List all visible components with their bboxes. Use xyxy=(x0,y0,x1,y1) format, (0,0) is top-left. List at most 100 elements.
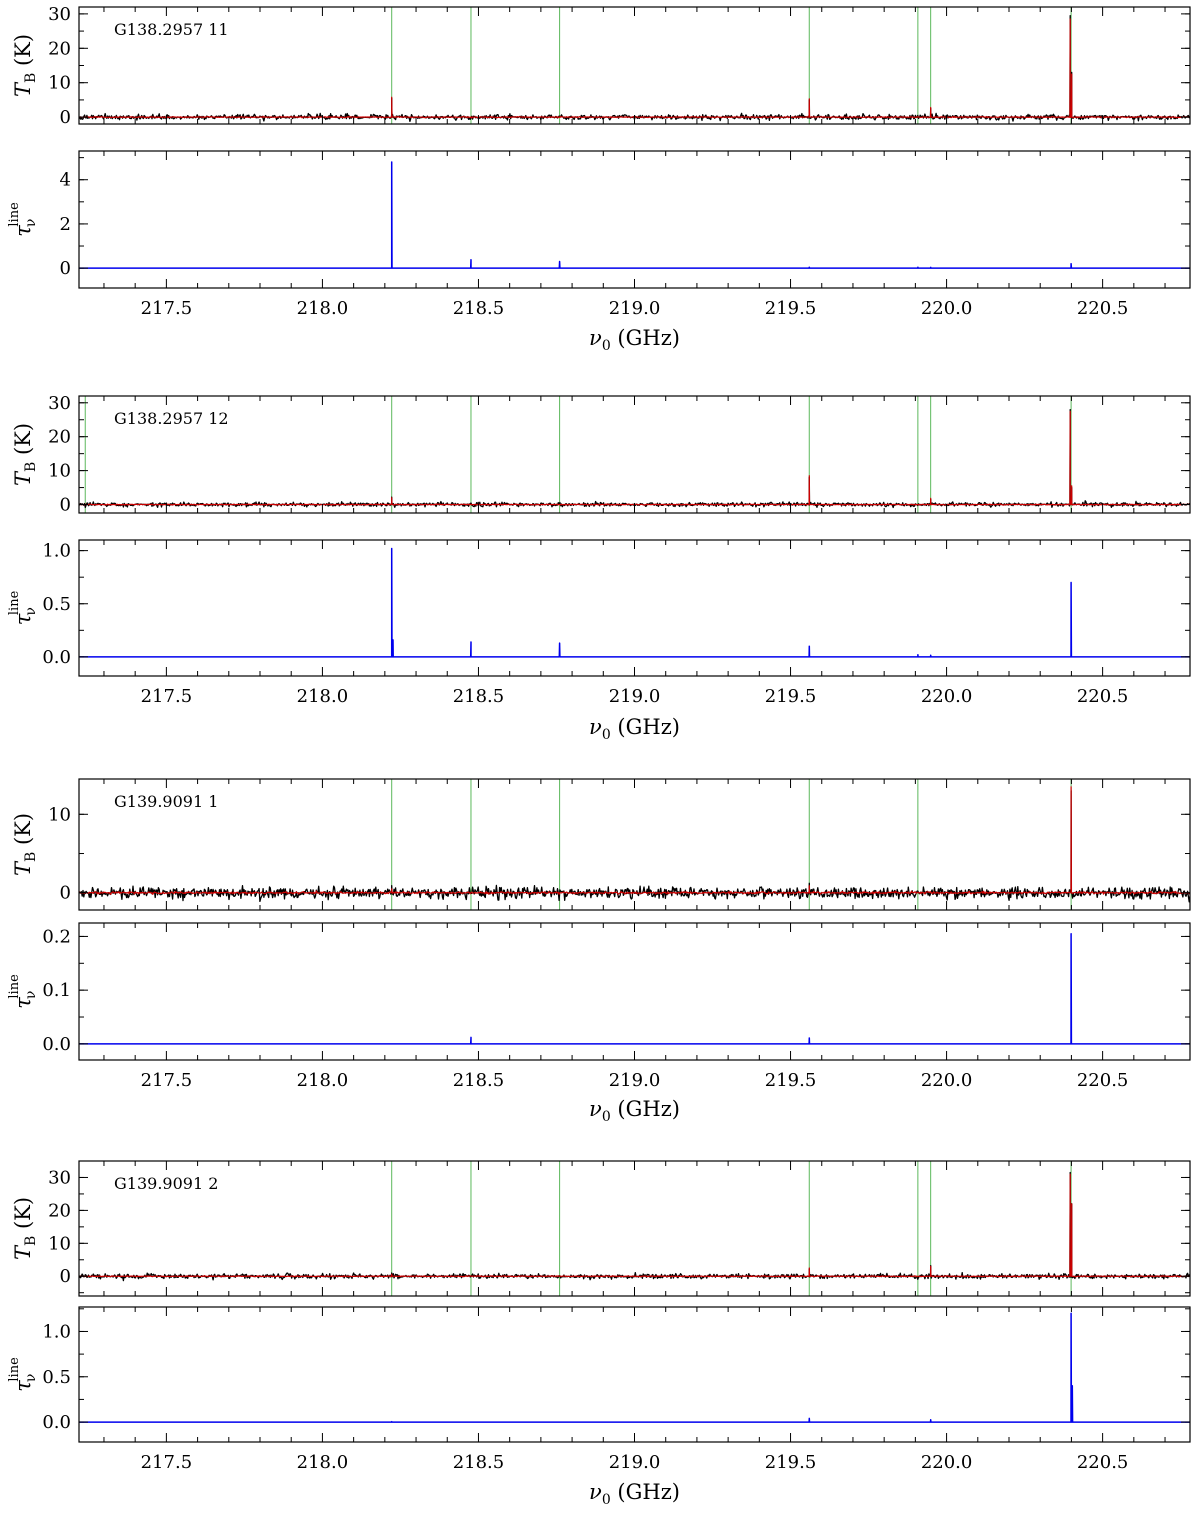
label-main: ν xyxy=(589,326,602,350)
series-line-tau xyxy=(79,547,1190,658)
label-sub: 0 xyxy=(602,338,611,354)
brightness-axis-label: TB (K) xyxy=(11,34,39,97)
axes-frame xyxy=(78,539,1191,677)
x-axis-label: ν0 (GHz) xyxy=(589,1480,680,1508)
plot-area xyxy=(79,1161,1190,1296)
plot-area xyxy=(79,779,1190,910)
x-tick-label: 220.5 xyxy=(1077,298,1129,319)
label-sub: ν xyxy=(23,219,39,228)
opacity-axis-label: τνline xyxy=(7,202,39,237)
y-tick-label: 30 xyxy=(48,4,71,25)
label-sup: line xyxy=(7,590,22,615)
label-main: τ xyxy=(11,997,35,1009)
y-tick-label: 10 xyxy=(48,804,71,825)
x-tick-label: 217.5 xyxy=(141,1070,193,1091)
y-tick-label: 2 xyxy=(60,214,71,235)
label-sub: B xyxy=(23,462,39,472)
brightness-panel: 0 10 TB (K) G139.9091 1 xyxy=(11,778,1191,911)
series-line-tau xyxy=(79,161,1190,269)
brightness-panel: 0 10 20 30 TB (K) G138.2957 12 xyxy=(11,393,1191,516)
x-tick-label: 218.5 xyxy=(453,298,505,319)
brightness-panel: 0 10 20 30 TB (K) G139.9091 2 xyxy=(11,1160,1191,1297)
panel-title: G138.2957 11 xyxy=(114,20,229,39)
x-tick-label: 218.5 xyxy=(453,1452,505,1473)
axes-frame xyxy=(78,922,1191,1061)
x-tick-label: 219.0 xyxy=(609,1070,661,1091)
y-tick-label: 0.5 xyxy=(42,1367,71,1388)
opacity-panel: 0.0 0.5 1.0 τνline 217.5 218.0 218.5 219.0 219.5… xyxy=(7,539,1191,707)
x-tick-label: 220.5 xyxy=(1077,686,1129,707)
y-tick-label: 0 xyxy=(60,883,71,904)
y-tick-label: 0.1 xyxy=(42,980,71,1001)
label-sub: B xyxy=(23,73,39,83)
label-sup: line xyxy=(7,202,22,227)
opacity-axis-label: τνline xyxy=(7,974,39,1009)
x-axis-label: ν0 (GHz) xyxy=(589,326,680,354)
plot-area xyxy=(79,1312,1190,1423)
series-line-observed xyxy=(79,14,1190,123)
label-main: ν xyxy=(589,715,602,739)
x-tick-label: 218.0 xyxy=(297,298,349,319)
series-line-observed xyxy=(79,408,1190,509)
label-unit: (K) xyxy=(11,813,35,852)
brightness-axis-label: TB (K) xyxy=(11,1197,39,1260)
plot-area xyxy=(79,161,1190,269)
opacity-axis-label: τνline xyxy=(7,1357,39,1392)
y-tick-label: 0.2 xyxy=(42,926,71,947)
label-main: T xyxy=(11,1244,35,1260)
label-sup: line xyxy=(7,1357,22,1382)
opacity-panel: 0 2 4 τνline 217.5 218.0 218.5 219.0 219.5 220.0 2… xyxy=(7,150,1191,319)
x-tick-label: 218.5 xyxy=(453,686,505,707)
brightness-axis-label: TB (K) xyxy=(11,423,39,486)
y-tick-label: 1.0 xyxy=(42,541,71,562)
opacity-panel: 0.0 0.1 0.2 τνline 217.5 218.0 218.5 219.0 219.5… xyxy=(7,922,1191,1091)
y-tick-label: 30 xyxy=(48,393,71,414)
x-axis-label: ν0 (GHz) xyxy=(589,1097,680,1125)
series-line-model xyxy=(79,1173,1190,1278)
x-tick-label: 219.5 xyxy=(765,686,817,707)
y-tick-label: 0 xyxy=(60,1266,71,1287)
label-unit: (K) xyxy=(11,423,35,462)
y-tick-label: 1.0 xyxy=(42,1321,71,1342)
series-line-model xyxy=(79,410,1190,506)
series-line-observed xyxy=(79,1171,1190,1282)
y-tick-label: 20 xyxy=(48,1200,71,1221)
y-tick-label: 10 xyxy=(48,1233,71,1254)
x-axis-label: ν0 (GHz) xyxy=(589,715,680,743)
label-sub: 0 xyxy=(602,1109,611,1125)
label-sup: line xyxy=(7,974,22,999)
panel-title: G139.9091 1 xyxy=(114,792,218,811)
x-tick-label: 217.5 xyxy=(141,298,193,319)
label-unit: (GHz) xyxy=(611,1097,680,1121)
x-tick-label: 219.0 xyxy=(609,1452,661,1473)
y-tick-label: 0.0 xyxy=(42,1412,71,1433)
brightness-panel: 0 10 20 30 TB (K) G138.2957 11 xyxy=(11,4,1191,128)
x-tick-label: 220.0 xyxy=(921,298,973,319)
label-main: T xyxy=(11,860,35,876)
label-sub: 0 xyxy=(602,727,611,743)
x-tick-label: 220.0 xyxy=(921,686,973,707)
plot-area xyxy=(79,396,1190,513)
label-unit: (GHz) xyxy=(611,715,680,739)
y-tick-label: 0 xyxy=(60,107,71,128)
y-tick-label: 20 xyxy=(48,427,71,448)
x-tick-label: 220.0 xyxy=(921,1452,973,1473)
label-sub: B xyxy=(23,852,39,862)
x-tick-label: 218.0 xyxy=(297,1452,349,1473)
x-tick-label: 220.0 xyxy=(921,1070,973,1091)
label-unit: (K) xyxy=(11,34,35,73)
y-tick-label: 0.0 xyxy=(42,1034,71,1055)
series-line-model xyxy=(79,786,1190,895)
label-sub: ν xyxy=(23,1374,39,1383)
y-tick-label: 4 xyxy=(60,170,71,191)
x-tick-label: 218.0 xyxy=(297,1070,349,1091)
x-tick-label: 219.0 xyxy=(609,686,661,707)
opacity-axis-label: τνline xyxy=(7,590,39,625)
series-line-model xyxy=(79,18,1190,119)
label-main: τ xyxy=(11,1380,35,1392)
axes-frame xyxy=(78,395,1191,514)
x-tick-label: 217.5 xyxy=(141,1452,193,1473)
x-tick-label: 219.5 xyxy=(765,298,817,319)
label-unit: (K) xyxy=(11,1197,35,1236)
